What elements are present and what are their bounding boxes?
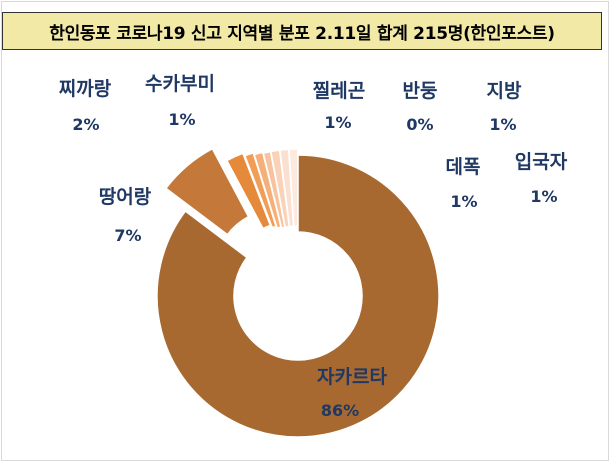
slice-label-1: 자카르타 [317, 366, 387, 388]
slice-label-4: 수카부미 [145, 73, 215, 95]
slice-label-9: 입국자 [515, 151, 568, 173]
slice-value-label-4: 1% [168, 110, 195, 129]
slice-value-label-7: 1% [489, 115, 516, 134]
slice-label-8: 데폭 [446, 156, 481, 178]
slice-value-label-5: 1% [324, 113, 351, 132]
slice-label-2: 땅어랑 [99, 186, 152, 208]
chart-title: 한인동포 코로나19 신고 지역별 분포 2.11일 합계 215명(한인포스트… [2, 12, 602, 50]
slice-2 [164, 147, 250, 236]
slice-value-label-2: 7% [114, 226, 141, 245]
slice-value-label-9: 1% [530, 187, 557, 206]
slice-label-6: 반둥 [403, 80, 438, 102]
slice-label-5: 찔레곤 [313, 80, 365, 102]
slice-label-3: 찌까랑 [59, 78, 112, 100]
slice-value-label-8: 1% [450, 192, 477, 211]
slice-1 [156, 154, 440, 438]
slice-value-label-1: 86% [321, 401, 359, 420]
slice-label-7: 지방 [487, 80, 522, 102]
slice-3 [225, 152, 272, 230]
slice-value-label-6: 0% [406, 115, 433, 134]
slice-value-label-3: 2% [72, 115, 99, 134]
slice-9 [288, 148, 299, 227]
